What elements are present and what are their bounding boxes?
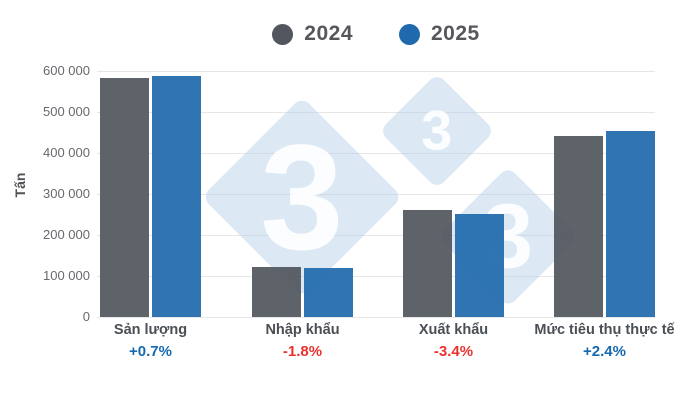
ytick-label-500000: 500 000 [43, 104, 90, 119]
category-label-muc-tieu-thu-thuc-te: Mức tiêu thụ thực tế [534, 322, 675, 338]
gridline-300000 [97, 194, 655, 195]
bars-layer [97, 71, 655, 317]
ytick-label-200000: 200 000 [43, 227, 90, 242]
legend-label-2024: 2024 [304, 22, 353, 45]
change-label-xuat-khau: -3.4% [433, 343, 474, 360]
legend-marker-2024-icon [272, 23, 294, 45]
gridline-0 [97, 317, 655, 318]
plot-area: 600 000 500 000 400 000 300 000 200 000 100 0… [43, 64, 655, 324]
bar-2024-muc-tieu-thu-thuc-te [554, 136, 603, 317]
ytick-label-300000: 300 000 [43, 186, 90, 201]
legend-item-2025: 2025 [399, 22, 480, 46]
bar-2024-xuat-khau [403, 210, 452, 317]
bar-2024-san-luong [100, 78, 149, 317]
ytick-label-400000: 400 000 [43, 145, 90, 160]
gridline-400000 [97, 153, 655, 154]
gridline-500000 [97, 112, 655, 113]
legend-label-2025: 2025 [431, 22, 480, 45]
bar-2025-san-luong [152, 76, 201, 317]
legend-item-2024: 2024 [272, 22, 353, 46]
category-label-xuat-khau: Xuất khẩu [418, 322, 489, 338]
bar-2025-xuat-khau [455, 214, 504, 317]
category-label-san-luong: Sản lượng [113, 322, 188, 338]
legend-marker-2025-icon [399, 23, 420, 45]
gridline-100000 [97, 276, 655, 277]
change-label-muc-tieu-thu-thuc-te: +2.4% [583, 343, 626, 360]
category-label-nhap-khau: Nhập khẩu [265, 322, 340, 338]
change-label-san-luong: +0.7% [129, 343, 172, 360]
bar-2025-nhap-khau [304, 268, 353, 317]
ytick-label-600000: 600 000 [43, 63, 90, 78]
gridline-200000 [97, 235, 655, 236]
ytick-label-100000: 100 000 [43, 268, 90, 283]
gridline-600000 [97, 71, 655, 72]
bar-2025-muc-tieu-thu-thuc-te [606, 131, 655, 317]
chart-legend: 2024 2025 [97, 22, 655, 46]
bar-2024-nhap-khau [252, 267, 301, 317]
ytick-label-0: 0 [82, 309, 90, 324]
change-label-nhap-khau: -1.8% [282, 343, 323, 360]
